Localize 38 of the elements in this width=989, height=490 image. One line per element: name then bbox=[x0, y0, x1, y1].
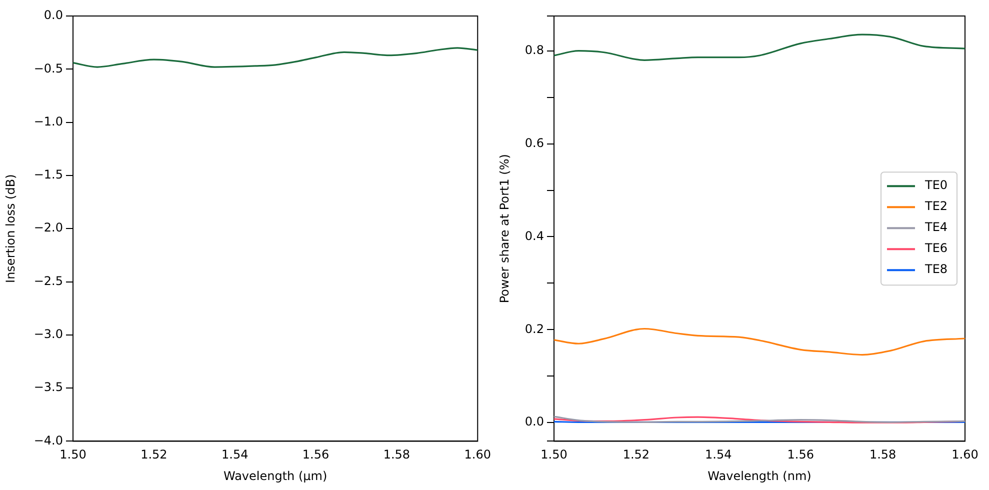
legend-label: TE0 bbox=[924, 178, 948, 192]
x-axis-title: Wavelength (nm) bbox=[708, 468, 812, 483]
x-tick-label: 1.54 bbox=[221, 448, 248, 462]
y-tick-label: 0.2 bbox=[524, 322, 544, 336]
y-tick-label: 0.0 bbox=[524, 414, 544, 429]
y-tick-label: −0.5 bbox=[34, 61, 63, 76]
y-axis-title: Insertion loss (dB) bbox=[3, 174, 18, 283]
y-tick-label: −1.0 bbox=[34, 114, 63, 128]
y-tick-label: −4.0 bbox=[34, 433, 63, 448]
y-tick-label: −3.5 bbox=[34, 380, 63, 394]
x-tick-label: 1.50 bbox=[60, 448, 86, 462]
line-series bbox=[554, 34, 965, 61]
x-tick-label: 1.54 bbox=[705, 448, 732, 462]
y-tick-label: −2.0 bbox=[34, 220, 63, 235]
x-tick-label: 1.58 bbox=[383, 448, 410, 462]
x-tick-label: 1.56 bbox=[787, 448, 814, 462]
x-axis-title: Wavelength (μm) bbox=[223, 468, 328, 483]
y-tick-label: −3.0 bbox=[34, 327, 63, 342]
legend-label: TE6 bbox=[924, 241, 948, 256]
y-tick-label: 0.8 bbox=[524, 42, 544, 57]
x-tick-label: 1.58 bbox=[869, 448, 896, 462]
y-axis-title: Power share at Port1 (%) bbox=[497, 154, 512, 304]
x-tick-label: 1.50 bbox=[540, 448, 568, 462]
legend-label: TE2 bbox=[924, 199, 948, 214]
x-tick-label: 1.56 bbox=[302, 448, 330, 462]
y-tick-label: 0.6 bbox=[524, 136, 544, 150]
x-tick-label: 1.52 bbox=[140, 448, 168, 462]
legend-label: TE4 bbox=[924, 220, 948, 234]
y-tick-label: −1.5 bbox=[34, 168, 63, 182]
y-tick-label: 0.0 bbox=[44, 8, 63, 22]
legend-label: TE8 bbox=[924, 262, 948, 276]
y-tick-label: 0.4 bbox=[524, 228, 544, 243]
line-series bbox=[73, 47, 478, 68]
x-tick-label: 1.60 bbox=[464, 448, 491, 462]
y-tick-label: −2.5 bbox=[34, 274, 63, 288]
x-tick-label: 1.60 bbox=[952, 448, 978, 462]
x-tick-label: 1.52 bbox=[622, 448, 650, 462]
line-series bbox=[554, 328, 965, 356]
